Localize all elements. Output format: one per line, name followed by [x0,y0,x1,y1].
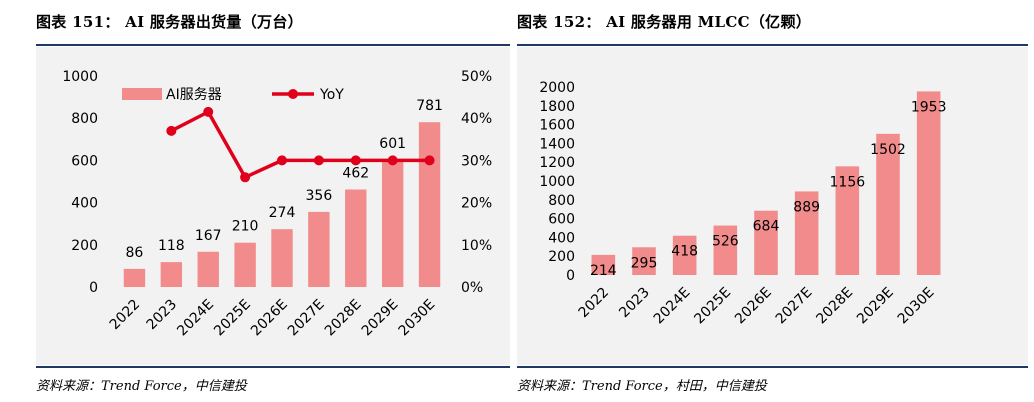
y-axis-tick-label: 0 [89,280,98,296]
bar-data-label: 418 [671,244,698,260]
legend-label-line: YoY [319,87,344,103]
bar-data-label: 295 [631,255,658,271]
bar-data-label: 274 [269,205,296,221]
y-axis-tick-label: 1800 [539,99,575,115]
y-axis-tick-label: 1200 [539,155,575,171]
bar-data-label: 1502 [870,142,906,158]
bar-data-label: 601 [379,136,406,152]
bar-data-label: 86 [126,245,144,261]
left-source-note: 资料来源：Trend Force，中信建投 [36,379,247,394]
bar-data-label: 889 [793,199,820,215]
y-axis-tick-label: 0 [566,268,575,284]
y-axis-tick-label: 800 [71,111,98,127]
legend-swatch-bar [122,88,162,100]
yoy-point [240,172,251,183]
yoy-point [277,155,287,166]
y-axis-tick-label: 1400 [539,136,575,152]
left-bottom-rule [36,366,510,368]
y-axis-tick-label: 2000 [539,80,575,96]
right-bottom-rule [517,366,1028,368]
ai-server-shipments-chart: 0 200 400 600 800 1000 0% 10% 20% 30% 40% 50% 86 118 1… [36,47,510,365]
left-figure-title: 图表 151： AI 服务器出货量（万台） [36,13,303,31]
y-axis-tick-label: 200 [548,249,575,265]
right-figure-title: 图表 152： AI 服务器用 MLCC（亿颗） [517,13,812,31]
bar [123,268,146,287]
yoy-point [313,155,324,166]
bar [754,210,778,275]
yoy-point [350,155,361,166]
y2-axis-tick-label: 0% [461,280,483,296]
y-axis-tick-label: 400 [548,230,575,246]
y-axis-tick-label: 800 [548,193,575,209]
yoy-point [166,125,177,136]
chart-legend: AI服务器 YoY [122,87,344,103]
bar-data-label: 118 [158,238,185,254]
bar [345,189,367,287]
yoy-point [203,106,214,117]
y2-axis-tick-label: 50% [461,69,492,85]
bar-data-label: 684 [753,219,780,235]
bar [271,229,293,287]
bar [160,262,183,287]
y-axis-tick-label: 600 [71,153,98,169]
y-axis-tick-label: 1600 [539,118,575,134]
y-axis-tick-label: 1000 [539,174,575,190]
yoy-line [170,110,430,180]
bar-data-label: 462 [342,166,369,182]
bar [876,133,900,275]
bar [418,122,441,287]
yoy-point [387,155,398,166]
left-figure-panel: 图表 151： AI 服务器出货量（万台） 0 200 400 600 800 1000 0… [0,0,510,402]
ai-server-mlcc-chart: 0 200 400 600 800 1000 1200 1400 1600 1800 2000 214… [517,47,1028,365]
bar [591,254,616,275]
right-figure-panel: 图表 152： AI 服务器用 MLCC（亿颗） 0 200 400 600 800 10… [517,0,1034,402]
y2-axis-tick-label: 40% [461,111,492,127]
bar-data-label: 356 [306,188,333,204]
bar-data-label: 781 [416,98,443,114]
right-plot-background [517,47,1028,365]
y2-axis-tick-label: 30% [461,153,492,169]
bar-data-label: 526 [712,234,739,250]
bar [234,242,256,287]
bar-data-label: 1156 [830,174,866,190]
left-top-rule [36,44,510,46]
bar [916,91,941,275]
bar [794,191,819,275]
bar-data-label: 214 [590,263,617,279]
y-axis-tick-label: 400 [71,196,98,212]
bar [308,211,330,287]
legend-swatch-marker [288,89,298,99]
y-axis-tick-label: 600 [548,212,575,228]
legend-label-bar: AI服务器 [166,87,222,103]
right-top-rule [517,44,1028,46]
bar-data-label: 1953 [911,99,947,115]
y-axis-tick-label: 1000 [62,69,98,85]
bar [672,235,697,275]
y-axis-tick-label: 200 [71,238,98,254]
right-source-note: 资料来源：Trend Force，村田，中信建投 [517,379,767,394]
bar [632,247,656,275]
bar [197,251,219,287]
yoy-point [424,155,435,166]
bar [713,225,738,275]
y2-axis-tick-label: 10% [461,238,492,254]
y2-axis-tick-label: 20% [461,196,492,212]
bar-data-label: 210 [232,219,259,235]
bar-data-label: 167 [195,228,222,244]
bar [381,160,404,287]
bar [835,166,860,275]
